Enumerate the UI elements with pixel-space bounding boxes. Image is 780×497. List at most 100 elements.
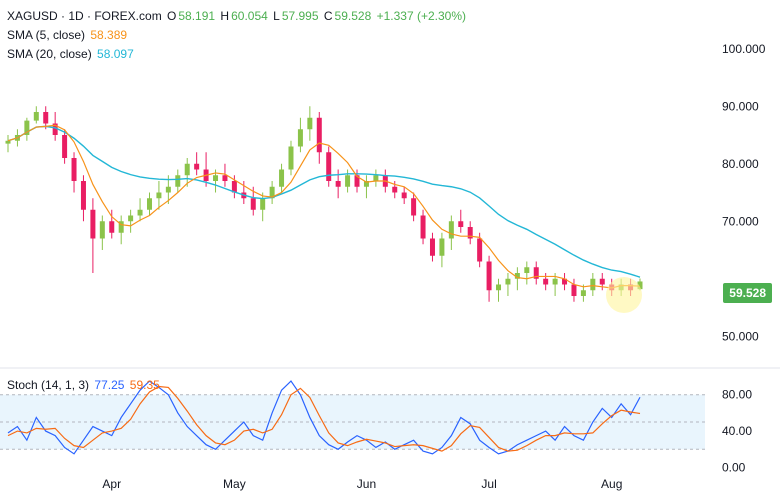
time-tick-label: Aug (601, 477, 622, 491)
candle-body (524, 267, 530, 273)
candle-body (297, 129, 303, 147)
candle-body (33, 112, 39, 121)
stoch-axis[interactable]: 80.00 40.00 0.00 (722, 388, 752, 475)
candle-body (137, 209, 143, 216)
candle-body (43, 112, 49, 124)
candle-body (401, 192, 407, 199)
candle-body (279, 169, 285, 187)
sma5-label: SMA (5, close) (7, 28, 86, 42)
candle-body (250, 198, 256, 210)
candle-body (411, 198, 417, 216)
time-axis[interactable]: Apr May Jun Jul Aug (102, 477, 622, 491)
sma5-line (7, 124, 641, 289)
candle-body (363, 181, 369, 187)
candle-body (543, 278, 549, 285)
candle-body (580, 290, 586, 296)
price-tick-label: 70.000 (722, 214, 759, 228)
stoch-band (0, 394, 705, 450)
last-candle-highlight (606, 277, 642, 313)
low-value: 57.995 (281, 9, 319, 23)
close-label: C (323, 9, 333, 23)
candle-body (99, 221, 105, 239)
time-tick-label: May (223, 477, 246, 491)
candle-body (231, 181, 237, 193)
candle-body (260, 198, 266, 210)
candle-body (439, 238, 445, 256)
candle-body (62, 135, 68, 158)
candle-body (496, 284, 502, 291)
sma20-value: 58.097 (97, 47, 134, 61)
candle-body (505, 278, 511, 285)
candle-body (184, 163, 190, 176)
candle-body (146, 198, 152, 210)
symbol-line[interactable]: XAGUSD · 1D · FOREX.com (7, 9, 162, 23)
open-value: 58.191 (178, 9, 216, 23)
stoch-d-value: 59.35 (129, 378, 160, 392)
sma20-line (7, 125, 641, 278)
candle-body (5, 140, 11, 144)
candle-body (71, 158, 77, 181)
candle-body (165, 186, 171, 193)
candle-body (52, 123, 58, 135)
price-pane[interactable] (5, 106, 643, 302)
price-tick-label: 50.000 (722, 329, 759, 343)
low-label: L (273, 9, 280, 23)
stoch-legend[interactable]: Stoch (14, 1, 3) 77.25 59.35 (7, 378, 162, 392)
price-tick-label: 90.000 (722, 99, 759, 113)
candle-body (552, 278, 558, 285)
price-tick-label: 80.000 (722, 157, 759, 171)
candle-body (392, 186, 398, 193)
stoch-tick-label: 80.00 (722, 388, 752, 402)
stoch-k-value: 77.25 (94, 378, 125, 392)
stoch-pane[interactable] (0, 380, 705, 455)
high-value: 60.054 (231, 9, 268, 23)
candle-body (458, 221, 464, 227)
candle-body (562, 278, 568, 285)
candle-body (326, 152, 332, 181)
candle-body (156, 192, 162, 199)
candle-body (477, 238, 483, 262)
stoch-d-line (7, 385, 641, 452)
sma20-legend[interactable]: SMA (20, close) 58.097 (7, 47, 136, 61)
candle-body (571, 284, 577, 296)
candle-body (420, 215, 426, 239)
price-tick-label: 100.000 (722, 42, 766, 56)
candle-body (109, 221, 115, 233)
candle-body (373, 175, 379, 181)
stoch-label: Stoch (14, 1, 3) (7, 378, 90, 392)
candle-body (194, 163, 200, 170)
candle-body (269, 186, 275, 199)
candle-body (467, 227, 473, 239)
price-axis[interactable]: 100.000 90.000 80.000 70.000 50.000 (722, 42, 766, 344)
time-tick-label: Jul (481, 477, 496, 491)
sma5-legend[interactable]: SMA (5, close) 58.389 (7, 28, 129, 42)
candle-body (213, 175, 219, 181)
candle-body (486, 261, 492, 291)
candle-body (448, 221, 454, 239)
candle-body (128, 215, 134, 222)
candle-body (222, 175, 228, 181)
stoch-tick-label: 40.00 (722, 424, 752, 438)
symbol-legend: XAGUSD · 1D · FOREX.com O 58.191 H 60.054 … (7, 9, 468, 23)
candle-body (316, 117, 322, 153)
candle-body (118, 221, 124, 233)
candle-body (175, 175, 181, 187)
candle-body (288, 146, 294, 170)
stoch-tick-label: 0.00 (722, 460, 746, 474)
candle-body (80, 181, 86, 210)
candle-body (24, 120, 30, 135)
stoch-k-line (7, 380, 641, 455)
last-price-tag: 59.528 (723, 283, 772, 303)
candle-body (599, 278, 605, 285)
sma20-label: SMA (20, close) (7, 47, 92, 61)
candle-body (354, 175, 360, 187)
candle-body (533, 267, 539, 279)
candle-body (90, 209, 96, 239)
candle-body (307, 117, 313, 130)
time-tick-label: Apr (102, 477, 121, 491)
candle-body (335, 181, 341, 187)
change-value: +1.337 (+2.30%) (376, 9, 466, 23)
sma5-value: 58.389 (90, 28, 128, 42)
open-label: O (167, 9, 177, 23)
